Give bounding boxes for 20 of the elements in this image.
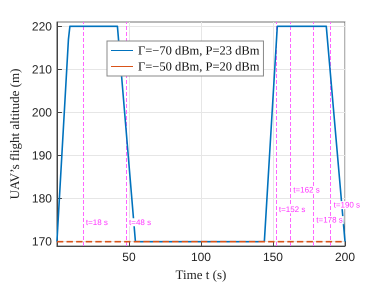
y-tick-label: 200 <box>32 105 52 120</box>
y-tick-label: 190 <box>32 148 52 163</box>
x-axis-title: Time t (s) <box>176 267 226 282</box>
x-tick-label: 200 <box>334 250 356 264</box>
legend-label: Γ=−70 dBm, P=23 dBm <box>138 44 260 58</box>
x-tick-label: 50 <box>122 250 136 264</box>
x-tick-label: 150 <box>262 250 284 264</box>
annotation: t=18 s <box>86 218 108 227</box>
annotation: t=162 s <box>293 186 320 194</box>
y-tick-label: 170 <box>32 234 52 249</box>
legend-label: Γ=−50 dBm, P=20 dBm <box>138 60 260 74</box>
y-tick-label: 210 <box>32 62 52 76</box>
annotation: t=152 s <box>278 204 306 214</box>
y-tick-label: 220 <box>32 19 52 34</box>
annotation: t=178 s <box>316 216 343 225</box>
annotation: t=48 s <box>129 218 152 227</box>
y-axis-title: UAV’s flight altitude (m) <box>7 68 22 200</box>
x-tick-label: 100 <box>190 250 212 264</box>
annotation: t=190 s <box>334 200 360 210</box>
y-tick-label: 180 <box>32 192 52 206</box>
